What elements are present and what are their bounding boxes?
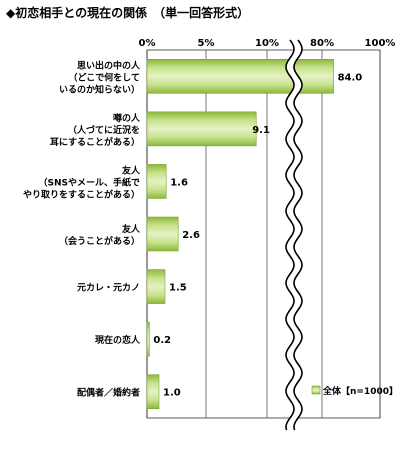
axis-break-line [293,39,303,431]
value-label: 9.1 [252,125,270,136]
category-label: （人づてに近況を [68,124,140,136]
value-label: 1.5 [169,283,187,294]
category-label: 配偶者／婚約者 [77,387,140,399]
legend-swatch [311,385,321,395]
category-label: やり取りをすることがある） [23,188,140,200]
bar [146,216,179,252]
category-label: （SNSやメール、手紙で [39,176,141,188]
value-label: 0.2 [153,335,171,346]
value-label: 1.6 [170,177,188,188]
value-label: 1.0 [163,388,181,399]
category-label: 現在の恋人 [95,334,141,346]
axis-break-line [285,39,295,431]
category-label: いるのか知らない） [59,83,140,95]
bar [146,164,167,199]
bar [146,374,160,410]
x-tick-label: 10% [255,38,279,49]
legend-label: 全体【n=1000】 [322,385,398,397]
bar [146,321,150,357]
category-label: 噂の人 [113,112,141,124]
axis-break-band [286,40,302,430]
bar [146,269,166,304]
category-label: （会うことがある） [59,235,140,247]
bar [146,58,334,94]
value-label: 84.0 [338,72,363,83]
category-label: 友人 [122,164,141,176]
x-tick-label: 0% [139,38,156,49]
category-label: 耳にすることがある） [50,136,140,148]
category-label: 思い出の中の人 [77,59,141,71]
category-label: （どこで何をして [69,71,140,83]
x-tick-label: 100% [365,38,396,49]
category-label: 友人 [122,223,141,235]
x-tick-label: 5% [198,38,215,49]
chart-title: ◆初恋相手との現在の関係 （単一回答形式） [6,6,250,20]
bar [146,111,257,147]
x-tick-label: 80% [310,38,334,49]
category-label: 元カレ・元カノ [77,283,140,294]
value-label: 2.6 [182,230,200,241]
